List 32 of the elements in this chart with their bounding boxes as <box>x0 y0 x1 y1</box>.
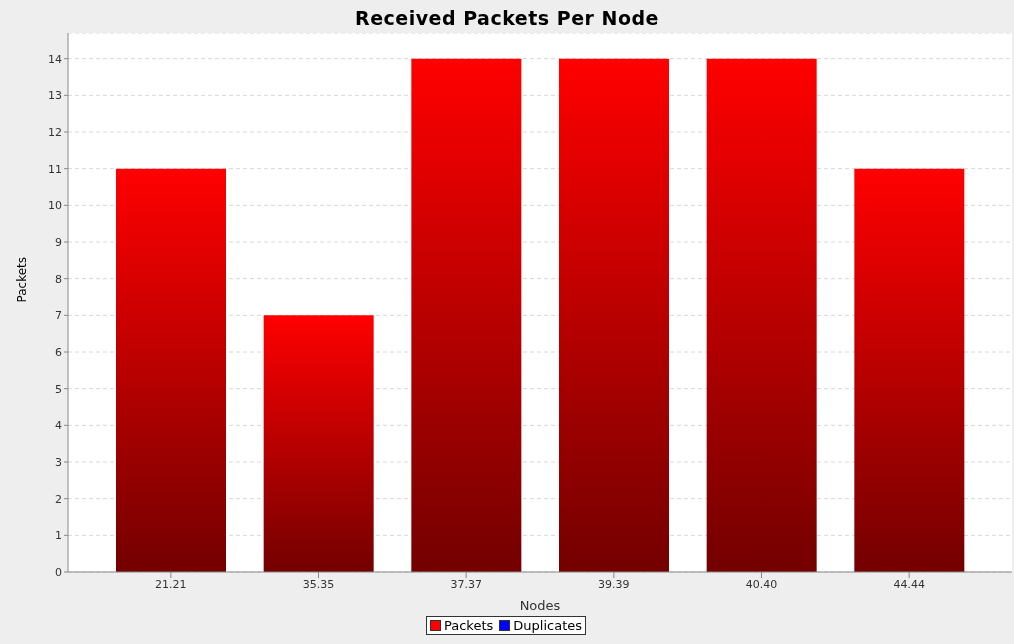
y-tick-label: 8 <box>55 272 62 286</box>
x-axis-title: Nodes <box>519 598 561 613</box>
y-tick-label: 9 <box>55 235 62 249</box>
x-tick-label: 37.37 <box>450 577 482 591</box>
y-tick-label: 7 <box>55 309 62 323</box>
bar <box>263 315 374 572</box>
legend-label: Packets <box>443 618 494 633</box>
y-tick-label: 11 <box>48 162 62 176</box>
x-tick-label: 40.40 <box>745 577 778 591</box>
y-tick-label: 5 <box>55 382 62 396</box>
x-tick-label: 44.44 <box>893 577 925 591</box>
bar <box>116 168 226 572</box>
bar <box>706 58 817 572</box>
x-tick-label: 21.21 <box>155 577 187 591</box>
y-tick-label: 6 <box>55 345 62 359</box>
chart-title: Received Packets Per Node <box>354 6 660 31</box>
legend-label: Duplicates <box>512 618 583 633</box>
y-tick-label: 1 <box>55 529 62 543</box>
y-tick-label: 4 <box>55 419 62 433</box>
bar <box>854 168 965 572</box>
x-tick-label: 39.39 <box>598 577 630 591</box>
bar <box>559 58 669 572</box>
y-axis-title: Packets <box>15 256 30 303</box>
y-tick-label: 0 <box>55 565 62 579</box>
bar <box>411 58 522 572</box>
y-tick-label: 3 <box>55 455 62 469</box>
y-tick-label: 10 <box>48 199 62 213</box>
y-tick-label: 2 <box>55 492 62 506</box>
y-tick-label: 14 <box>48 52 62 66</box>
x-tick-label: 35.35 <box>302 577 335 591</box>
y-tick-label: 12 <box>48 125 62 139</box>
y-tick-label: 13 <box>48 89 62 103</box>
